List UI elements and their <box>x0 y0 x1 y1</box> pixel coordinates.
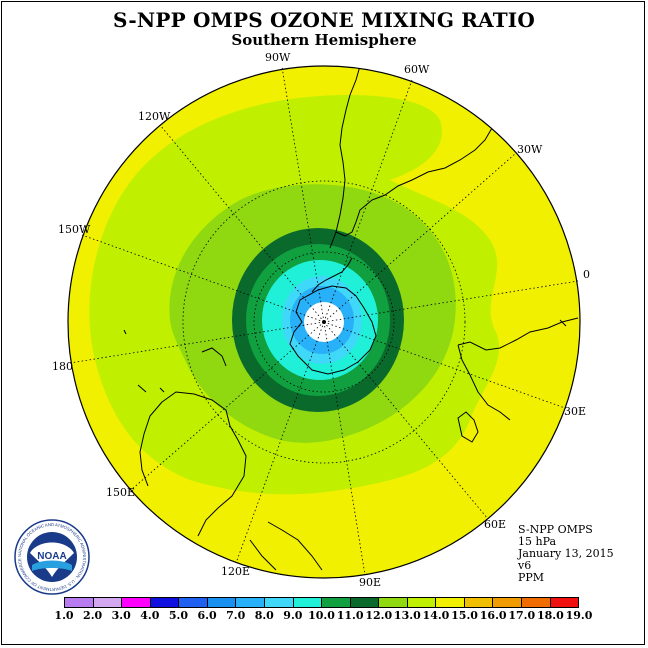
coast-africa <box>457 317 579 421</box>
lon-label-120w: 120W <box>138 110 171 123</box>
colorbar-segment <box>322 598 351 607</box>
colorbar-label: 8.0 <box>254 609 274 622</box>
meridian-180 <box>69 321 325 364</box>
logo-wave-icon <box>32 560 72 571</box>
lon-label-60e: 60E <box>484 518 507 531</box>
meridian-120e <box>235 321 325 564</box>
meridian-90w <box>281 66 325 323</box>
colorbar <box>64 597 579 608</box>
meridian-90e <box>323 321 366 576</box>
map-border <box>67 65 581 579</box>
info-units: PPM <box>518 571 545 584</box>
map-title: S-NPP OMPS OZONE MIXING RATIO <box>113 8 535 32</box>
colorbar-segment <box>550 598 579 607</box>
colorbar-label: 4.0 <box>140 609 160 622</box>
colorbar-label: 2.0 <box>83 609 103 622</box>
coast-antarctica <box>289 285 377 375</box>
colorbar-label: 19.0 <box>565 609 593 622</box>
meridian-30w <box>323 152 517 323</box>
coast-southeast-asia <box>249 521 323 571</box>
colorbar-label: 14.0 <box>422 609 450 622</box>
meridians <box>69 66 579 576</box>
lon-label-180: 180 <box>52 360 73 373</box>
colorbar-segment <box>350 598 380 607</box>
coast-new-zealand <box>137 347 227 393</box>
colorbar-label: 18.0 <box>536 609 564 622</box>
colorbar-label: 11.0 <box>336 609 364 622</box>
coast-madagascar <box>457 411 479 443</box>
colorbar-segment <box>464 598 494 607</box>
colorbar-segment <box>207 598 237 607</box>
lon-label-120e: 120E <box>221 565 251 578</box>
logo-gull-icon <box>30 542 74 577</box>
colorbar-segment <box>93 598 123 607</box>
lon-label-30e: 30E <box>564 405 587 418</box>
colorbar-segment <box>493 598 522 607</box>
meridian-0 <box>323 280 579 323</box>
colorbar-label: 13.0 <box>393 609 421 622</box>
latitude-circle <box>253 251 395 393</box>
colorbar-label: 6.0 <box>197 609 217 622</box>
info-level: 15 hPa <box>518 535 557 548</box>
meridian-60e <box>323 321 489 520</box>
noaa-logo: NATIONAL OCEANIC AND ATMOSPHERIC ADMINIS… <box>14 519 90 595</box>
meridian-120w <box>159 124 325 323</box>
colorbar-segment <box>122 598 151 607</box>
colorbar-segment <box>65 598 94 607</box>
lon-label-150w: 150W <box>58 223 91 236</box>
colorbar-segment <box>436 598 465 607</box>
colorbar-label: 15.0 <box>451 609 478 622</box>
colorbar-label: 10.0 <box>308 609 335 622</box>
meridian-30e <box>323 321 566 409</box>
coast-islands <box>123 319 567 393</box>
meridian-150e <box>130 321 325 491</box>
lon-label-30w: 30W <box>517 143 543 156</box>
south-pole-marker <box>322 320 326 324</box>
info-date: January 13, 2015 <box>518 547 614 560</box>
latitude-circles <box>182 180 466 464</box>
lon-label-90w: 90W <box>265 51 291 64</box>
coast-australia <box>139 391 247 537</box>
meridian-60w <box>323 79 413 323</box>
logo-text: NOAA <box>37 551 66 562</box>
info-instrument: S-NPP OMPS <box>518 523 593 536</box>
colorbar-label: 7.0 <box>226 609 246 622</box>
colorbar-segment <box>150 598 180 607</box>
colorbar-label: 9.0 <box>283 609 303 622</box>
colorbar-segment <box>522 598 551 607</box>
colorbar-label: 17.0 <box>508 609 536 622</box>
colorbar-segment <box>293 598 323 607</box>
coast-antarctic-peninsula <box>311 257 353 293</box>
coast-south-america <box>329 66 499 249</box>
latitude-circle <box>182 180 466 464</box>
colorbar-segment <box>236 598 265 607</box>
colorbar-segment <box>264 598 294 607</box>
lon-label-0: 0 <box>583 268 590 281</box>
coastlines <box>123 66 579 571</box>
info-version: v6 <box>518 559 532 572</box>
map-subtitle: Southern Hemisphere <box>231 31 417 49</box>
colorbar-segment <box>407 598 437 607</box>
colorbar-segment <box>379 598 408 607</box>
colorbar-label: 12.0 <box>365 609 393 622</box>
colorbar-label: 16.0 <box>479 609 507 622</box>
colorbar-label: 5.0 <box>168 609 189 622</box>
colorbar-label: 3.0 <box>111 609 131 622</box>
lon-label-150e: 150E <box>106 486 136 499</box>
colorbar-segment <box>179 598 208 607</box>
lon-label-60w: 60W <box>404 63 430 76</box>
lon-label-90e: 90E <box>359 576 382 589</box>
colorbar-label: 1.0 <box>54 609 74 622</box>
meridian-150w <box>81 234 325 323</box>
